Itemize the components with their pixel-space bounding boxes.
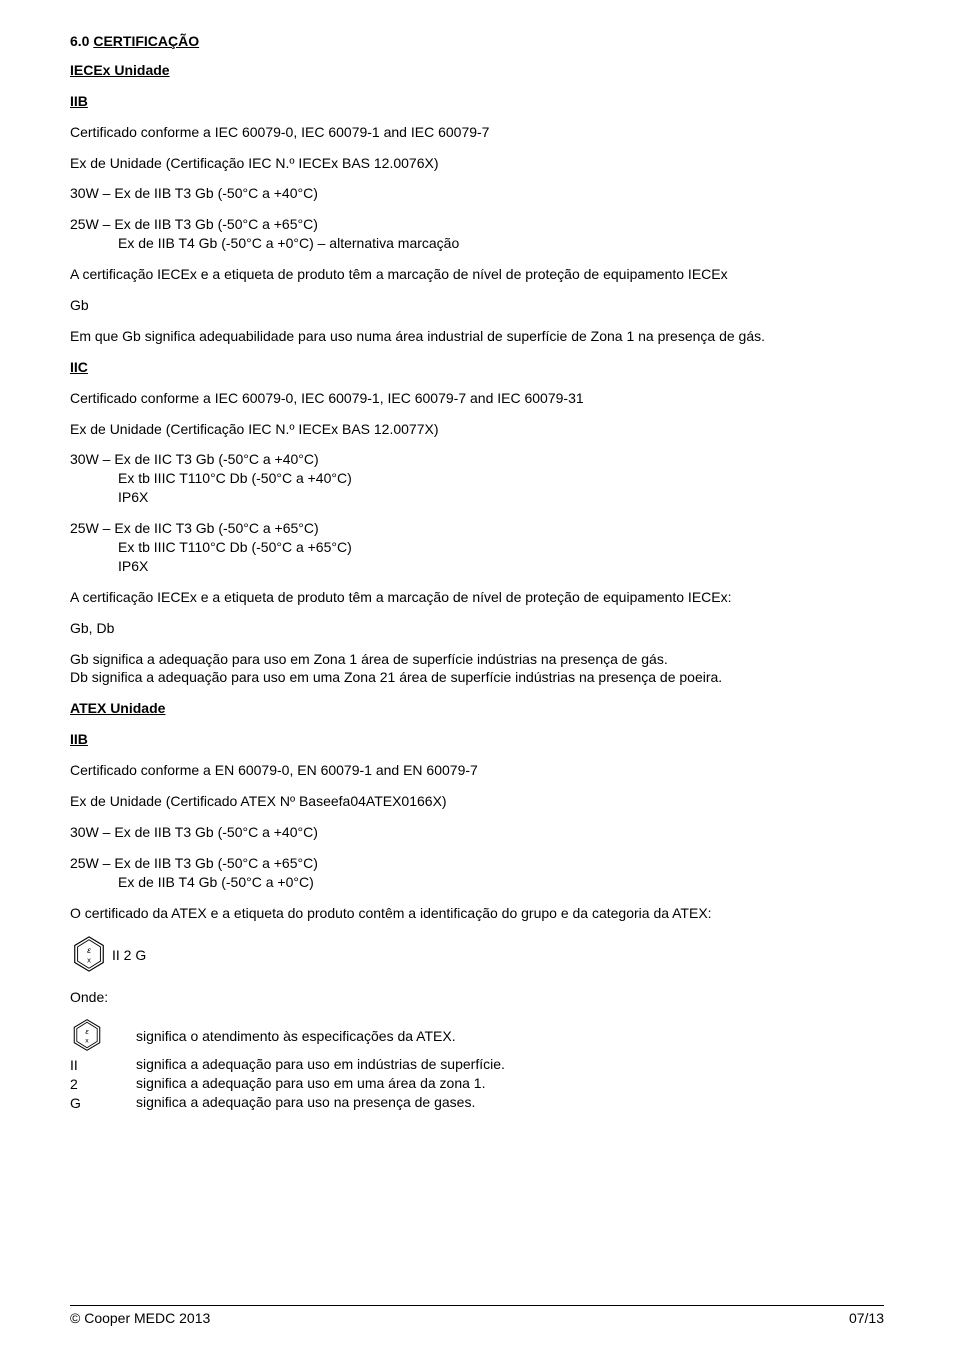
iecex-iic-label: A certificação IECEx e a etiqueta de pro… [70,588,884,607]
iecex-iic-gbdef: Gb significa a adequação para uso em Zon… [70,650,884,669]
atex-def-g: significa a adequação para uso na presen… [136,1093,505,1112]
iecex-iic-spec30b: Ex tb IIIC T110°C Db (-50°C a +40°C) [70,469,884,488]
iecex-iib-unit: Ex de Unidade (Certificação IEC N.º IECE… [70,154,884,173]
iecex-iic-spec25c: IP6X [70,557,884,576]
atex-def-ex-row: ε x significa o atendimento às especific… [70,1018,505,1055]
ex-hexagon-icon: ε x [70,935,108,976]
page-footer: © Cooper MEDC 2013 07/13 [70,1305,884,1326]
iecex-iic-defs-block: Gb significa a adequação para uso em Zon… [70,650,884,688]
section-number: 6.0 [70,33,89,49]
ex-hexagon-icon-small: ε x [70,1018,136,1055]
iecex-iic-spec25b: Ex tb IIIC T110°C Db (-50°C a +65°C) [70,538,884,557]
svg-text:x: x [87,955,91,964]
atex-def-g-key: G [70,1093,136,1112]
atex-iib-cert: Certificado conforme a EN 60079-0, EN 60… [70,761,884,780]
svg-text:x: x [85,1038,89,1045]
iecex-iic-spec25a: 25W – Ex de IIC T3 Gb (-50°C a +65°C) [70,519,884,538]
atex-iib-spec25a: 25W – Ex de IIB T3 Gb (-50°C a +65°C) [70,854,884,873]
section-title: 6.0 CERTIFICAÇÃO [70,32,884,51]
iecex-iic-gbdb: Gb, Db [70,619,884,638]
atex-iib-spec25b: Ex de IIB T4 Gb (-50°C a +0°C) [70,873,884,892]
iecex-iic-spec30-block: 30W – Ex de IIC T3 Gb (-50°C a +40°C) Ex… [70,450,884,507]
atex-iib-heading: IIB [70,730,884,749]
atex-def-g-row: G significa a adequação para uso na pres… [70,1093,505,1112]
iecex-iib-spec30: 30W – Ex de IIB T3 Gb (-50°C a +40°C) [70,184,884,203]
atex-mark-line: ε x II 2 G [70,935,884,976]
iecex-iic-heading: IIC [70,358,884,377]
atex-def-two: significa a adequação para uso em uma ár… [136,1074,505,1093]
footer-left: © Cooper MEDC 2013 [70,1310,210,1326]
iecex-heading: IECEx Unidade [70,61,884,80]
footer-right: 07/13 [849,1310,884,1326]
iecex-iic-spec30c: IP6X [70,488,884,507]
atex-onde: Onde: [70,988,884,1007]
svg-text:ε: ε [87,945,91,955]
atex-iib-spec30: 30W – Ex de IIB T3 Gb (-50°C a +40°C) [70,823,884,842]
atex-iib-unit: Ex de Unidade (Certificado ATEX Nº Basee… [70,792,884,811]
atex-mark-text: II 2 G [112,947,146,963]
atex-def-ex: significa o atendimento às especificaçõe… [136,1018,505,1055]
iecex-iic-unit: Ex de Unidade (Certificação IEC N.º IECE… [70,420,884,439]
atex-heading: ATEX Unidade [70,699,884,718]
iecex-iib-gb: Gb [70,296,884,315]
atex-iib-label: O certificado da ATEX e a etiqueta do pr… [70,904,884,923]
iecex-iic-cert: Certificado conforme a IEC 60079-0, IEC … [70,389,884,408]
atex-def-ii-row: II significa a adequação para uso em ind… [70,1055,505,1074]
iecex-iib-cert: Certificado conforme a IEC 60079-0, IEC … [70,123,884,142]
iecex-iic-spec30a: 30W – Ex de IIC T3 Gb (-50°C a +40°C) [70,450,884,469]
iecex-iib-spec25a: 25W – Ex de IIB T3 Gb (-50°C a +65°C) [70,215,884,234]
atex-def-ii: significa a adequação para uso em indúst… [136,1055,505,1074]
section-title-text: CERTIFICAÇÃO [93,33,199,49]
atex-def-two-row: 2 significa a adequação para uso em uma … [70,1074,505,1093]
iecex-iib-spec25-block: 25W – Ex de IIB T3 Gb (-50°C a +65°C) Ex… [70,215,884,253]
iecex-iib-label: A certificação IECEx e a etiqueta de pro… [70,265,884,284]
svg-text:ε: ε [85,1028,89,1037]
iecex-iib-gbdef: Em que Gb significa adequabilidade para … [70,327,884,346]
iecex-iib-heading: IIB [70,92,884,111]
iecex-iic-dbdef: Db significa a adequação para uso em uma… [70,668,884,687]
atex-def-two-key: 2 [70,1074,136,1093]
iecex-iib-spec25b: Ex de IIB T4 Gb (-50°C a +0°C) – alterna… [70,234,884,253]
atex-defs-table: ε x significa o atendimento às especific… [70,1018,505,1112]
iecex-iic-spec25-block: 25W – Ex de IIC T3 Gb (-50°C a +65°C) Ex… [70,519,884,576]
atex-def-ii-key: II [70,1055,136,1074]
atex-iib-spec25-block: 25W – Ex de IIB T3 Gb (-50°C a +65°C) Ex… [70,854,884,892]
